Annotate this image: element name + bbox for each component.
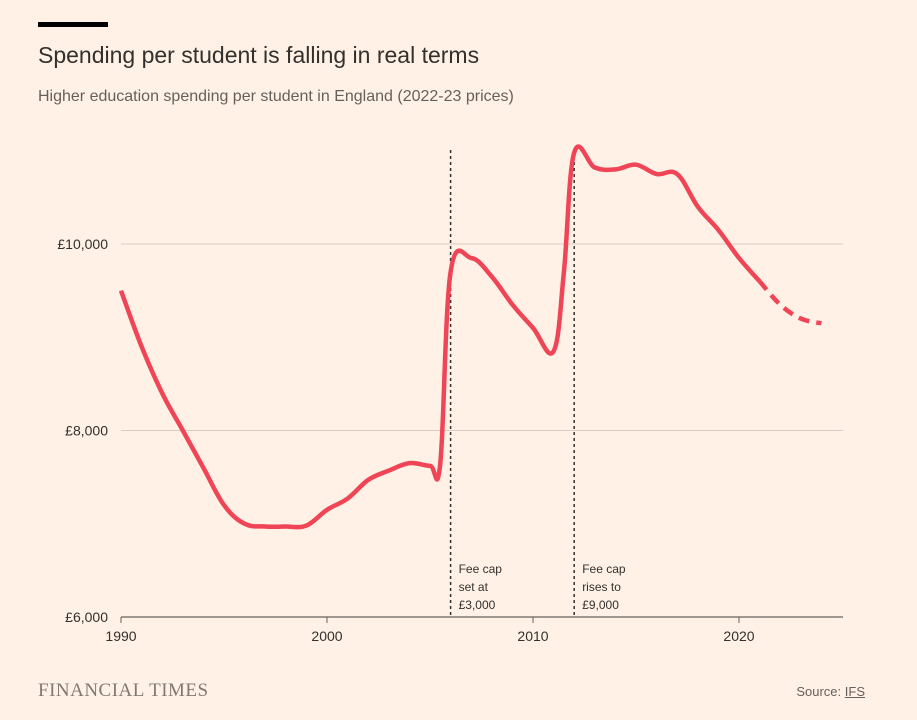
- spending-line: [118, 144, 762, 530]
- annotation-label: Fee cap: [582, 562, 626, 576]
- brand-accent-bar: [38, 22, 108, 27]
- forecast-line: [757, 279, 822, 326]
- source-note: Source: IFS: [796, 684, 865, 699]
- chart-title: Spending per student is falling in real …: [38, 42, 480, 68]
- ft-logo: FINANCIAL TIMES: [38, 680, 209, 701]
- x-tick-label: 2020: [723, 628, 754, 644]
- y-tick-label: £6,000: [65, 609, 108, 625]
- annotation-label: rises to: [582, 580, 621, 594]
- chart-subtitle: Higher education spending per student in…: [38, 88, 514, 105]
- annotation-label: £3,000: [459, 598, 496, 612]
- y-tick-label: £10,000: [57, 236, 108, 252]
- x-tick-label: 1990: [105, 628, 136, 644]
- x-tick-label: 2010: [517, 628, 548, 644]
- annotation-label: Fee cap: [459, 562, 503, 576]
- source-label: Source:: [796, 684, 845, 699]
- source-link[interactable]: IFS: [844, 684, 865, 699]
- annotation-label: set at: [459, 580, 489, 594]
- x-tick-label: 2000: [311, 628, 342, 644]
- y-tick-label: £8,000: [65, 423, 108, 439]
- annotation-label: £9,000: [582, 598, 619, 612]
